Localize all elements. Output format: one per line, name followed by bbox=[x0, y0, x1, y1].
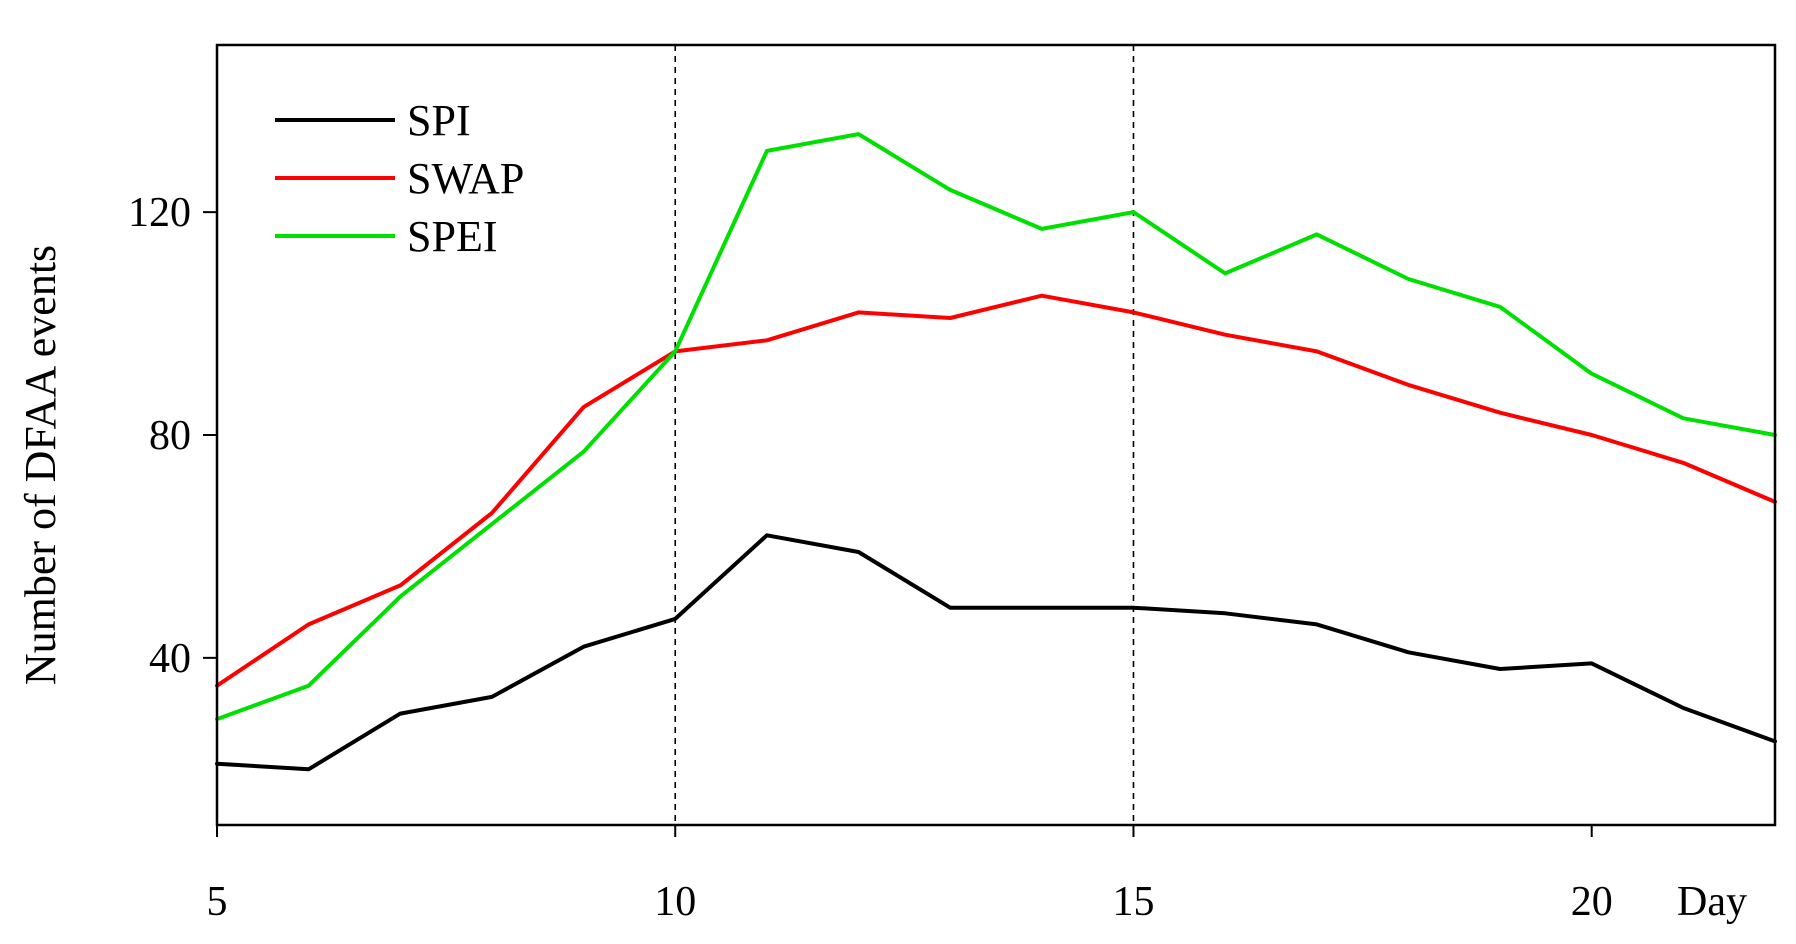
legend-label-spei: SPEI bbox=[407, 212, 497, 261]
legend: SPI SWAP SPEI bbox=[275, 96, 524, 261]
legend-label-swap: SWAP bbox=[407, 154, 524, 203]
series-lines bbox=[215, 132, 1777, 772]
series-line-swap bbox=[215, 293, 1777, 688]
x-tick-label: 10 bbox=[654, 879, 696, 925]
reference-lines bbox=[674, 45, 1135, 825]
x-axis-title: Day bbox=[1677, 879, 1747, 925]
x-tick-label: 15 bbox=[1112, 879, 1154, 925]
y-tick-label: 120 bbox=[128, 190, 191, 236]
y-axis-title: Number of DFAA events bbox=[16, 245, 65, 685]
y-tick-label: 80 bbox=[149, 413, 191, 459]
series-line-spei bbox=[215, 132, 1777, 722]
y-axis-ticks: 40 80 120 bbox=[128, 190, 217, 682]
legend-label-spi: SPI bbox=[407, 96, 471, 145]
y-tick-label: 40 bbox=[149, 636, 191, 682]
series-line-spi bbox=[215, 533, 1777, 772]
x-tick-label: 5 bbox=[207, 879, 228, 925]
x-axis-ticks: 5 10 15 20 bbox=[207, 825, 1613, 925]
x-tick-label: 20 bbox=[1571, 879, 1613, 925]
